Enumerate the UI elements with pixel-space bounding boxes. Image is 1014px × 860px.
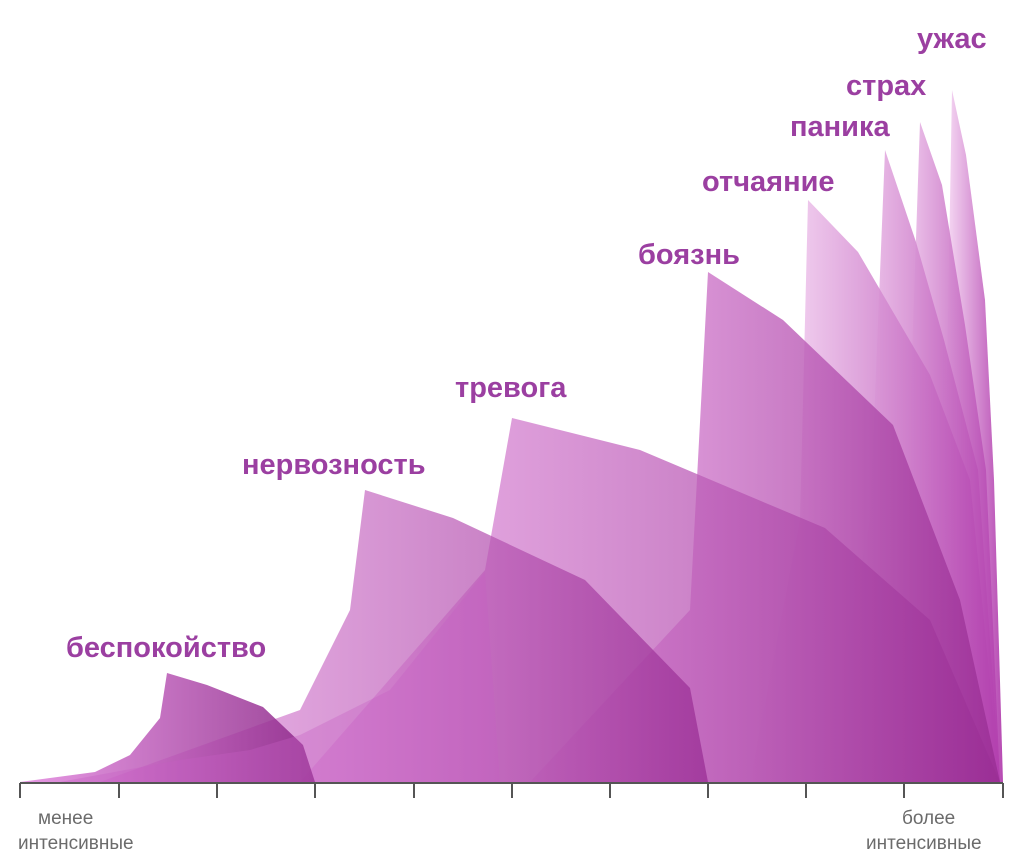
axis-label-more-2: интенсивные: [866, 833, 982, 854]
peak-labels: беспокойство нервозность тревога боязнь …: [66, 23, 987, 664]
intensity-axis: [19, 782, 1004, 798]
peak-label-bespokoystvo: беспокойство: [66, 632, 266, 664]
peak-label-boyazn: боязнь: [638, 239, 740, 271]
peaks-front: [20, 572, 500, 782]
peak-label-strakh: страх: [846, 70, 926, 102]
peaks-middle: [100, 272, 1000, 782]
peak-shape-bespokoystvo: [20, 673, 315, 782]
peak-label-nervoznost: нервозность: [242, 449, 426, 481]
peak-label-otchayanie: отчаяние: [702, 166, 835, 198]
axis-label-more: более: [902, 808, 955, 829]
axis-label-less-2: интенсивные: [18, 833, 134, 854]
axis-end-labels: менее интенсивные более интенсивные: [18, 808, 982, 854]
peak-label-uzhas: ужас: [917, 23, 987, 55]
peak-label-panika: паника: [790, 111, 891, 143]
peak-shape-nervoznost: [100, 490, 708, 782]
peak-shadow-ridge: [60, 572, 500, 782]
axis-label-less: менее: [38, 808, 93, 829]
peak-label-trevoga: тревога: [455, 372, 567, 404]
